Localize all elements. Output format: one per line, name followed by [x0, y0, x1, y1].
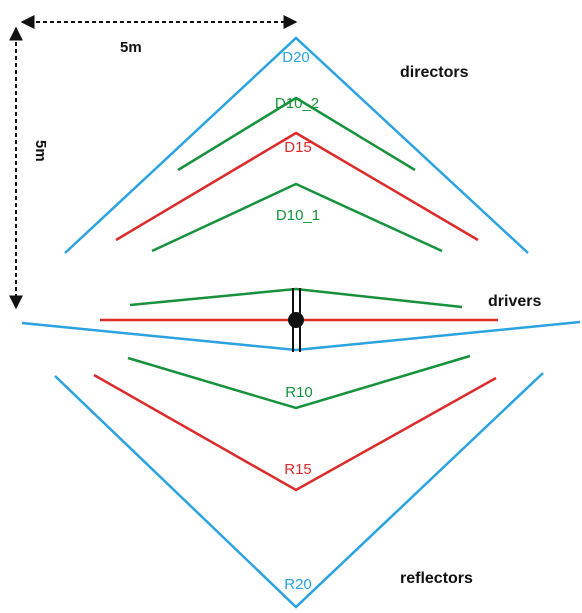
driver-blue	[21, 320, 581, 352]
group-label-reflectors: reflectors	[400, 570, 473, 587]
group-label-directors: directors	[400, 64, 469, 81]
driver-green	[129, 287, 463, 309]
label-D15: D15	[284, 139, 312, 156]
label-R20: R20	[284, 576, 312, 593]
label-R15: R15	[284, 461, 312, 478]
label-R10: R10	[285, 384, 313, 401]
director-D10_1	[151, 182, 443, 253]
director-D10_2	[177, 96, 416, 172]
label-D10_2: D10_2	[275, 95, 319, 112]
reflector-R20	[54, 372, 544, 609]
label-D10_1: D10_1	[276, 207, 320, 224]
director-D20	[64, 36, 529, 254]
director-D15	[115, 131, 479, 242]
reflector-R15	[93, 373, 497, 492]
horizontal-dimension-label: 5m	[120, 39, 142, 56]
feed-point	[288, 312, 304, 328]
group-label-drivers: drivers	[488, 293, 541, 310]
vertical-dimension-label: 5m	[32, 140, 49, 162]
reflector-R10	[127, 354, 471, 410]
label-D20: D20	[282, 49, 310, 66]
